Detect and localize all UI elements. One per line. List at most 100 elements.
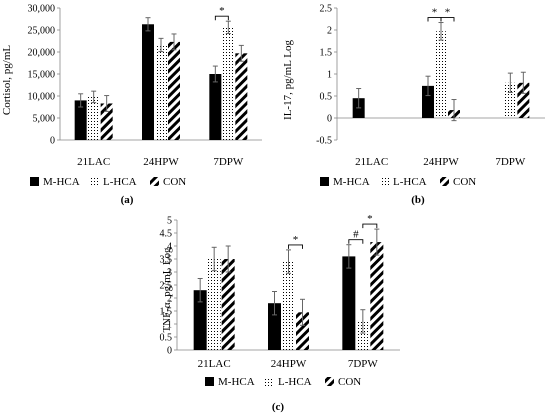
x-tick-label: 7DPW	[213, 156, 244, 168]
y-tick-label: 1	[167, 320, 172, 331]
bar-m-hca	[342, 256, 356, 350]
error-bar	[104, 95, 110, 112]
legend-label: L-HCA	[103, 176, 137, 188]
significance-label: *	[367, 213, 373, 225]
error-bar	[238, 44, 244, 62]
legend-label: M-HCA	[333, 176, 370, 188]
y-tick-label: 2	[327, 26, 332, 37]
significance-bracket: *	[440, 7, 455, 22]
error-bar	[145, 17, 151, 32]
bar-con	[100, 103, 113, 140]
panel-label: (b)	[411, 194, 425, 206]
error-bar	[374, 228, 380, 256]
bar-m-hca	[209, 74, 222, 140]
y-axis-label: Cortisol, pg/mL	[1, 45, 13, 116]
y-axis-label: IL-17, pg/mL Log	[282, 40, 294, 120]
bar-l-hca	[155, 44, 167, 140]
legend-swatch	[325, 377, 334, 386]
y-tick-label: 0	[327, 114, 332, 125]
bar-l-hca	[222, 27, 235, 140]
y-tick-label: 2	[167, 294, 172, 305]
y-axis-label: TNF-α, pg/mL Log	[161, 247, 173, 333]
chart-panel-c: TNF-α, pg/mL Log 0 0.5 1 1.5 2 2.5 3 3.5 4 4.5 5 21…	[160, 213, 400, 413]
legend-label: M-HCA	[218, 376, 255, 388]
x-tick-label: 7DPW	[495, 156, 526, 168]
legend-label: L-HCA	[393, 176, 427, 188]
bar-con	[221, 259, 235, 350]
y-tick-label: 2.5	[160, 281, 173, 292]
error-bar	[212, 65, 218, 83]
y-tick-label: 5	[167, 216, 172, 227]
bar-m-hca	[193, 290, 207, 350]
significance-label: *	[293, 234, 299, 246]
legend-item-l-hca: L-HCA	[90, 176, 137, 188]
y-tick-label: 0.5	[320, 92, 333, 103]
significance-bracket: *	[427, 7, 442, 22]
legend-item-con: CON	[150, 176, 186, 188]
error-bar	[360, 309, 366, 334]
error-bar	[171, 33, 177, 51]
legend-swatch	[320, 177, 329, 186]
error-bar	[300, 298, 305, 326]
y-tick-label: 3	[167, 268, 172, 279]
legend-item-l-hca: L-HCA	[265, 376, 312, 388]
bar-l-hca	[356, 321, 370, 350]
chart-panel-a: Cortisol, pg/mL 0 5,000 10,000 15,000 20,000…	[1, 4, 262, 206]
y-tick-label: -0.5	[316, 136, 332, 147]
significance-bracket: *	[288, 234, 303, 249]
legend-item-m-hca: M-HCA	[320, 176, 370, 188]
legend-swatch	[380, 177, 389, 186]
legend-item-con: CON	[440, 176, 476, 188]
error-bar	[225, 20, 231, 35]
y-tick-label: 1	[327, 70, 332, 81]
error-bar	[356, 88, 362, 109]
y-tick-label: 0	[167, 346, 172, 357]
y-tick-label: 25,000	[28, 26, 56, 37]
error-bar	[272, 291, 277, 316]
x-tick-label: 7DPW	[348, 358, 379, 370]
x-tick-label: 24HPW	[271, 358, 307, 370]
x-tick-label: 24HPW	[143, 156, 179, 168]
y-tick-label: 30,000	[28, 4, 56, 15]
y-tick-label: 5,000	[33, 114, 56, 125]
bar-con	[370, 242, 384, 350]
y-tick-label: 0.5	[160, 333, 173, 344]
legend-label: M-HCA	[43, 176, 80, 188]
bar-m-hca	[422, 85, 434, 118]
legend-swatch	[150, 177, 159, 186]
panel-label: (c)	[272, 401, 285, 413]
error-bar	[346, 244, 352, 269]
legend-swatch	[30, 177, 39, 186]
bar-l-hca	[504, 82, 517, 118]
error-bar	[197, 278, 203, 303]
x-tick-label: 21LAC	[355, 156, 388, 168]
legend-swatch	[265, 377, 274, 386]
error-bar	[78, 93, 84, 108]
legend-swatch	[205, 377, 214, 386]
legend-label: CON	[453, 176, 476, 188]
x-tick-label: 24HPW	[423, 156, 459, 168]
y-tick-label: 1.5	[160, 307, 173, 318]
x-tick-label: 21LAC	[77, 156, 110, 168]
error-bar	[520, 71, 526, 94]
error-bar	[451, 99, 457, 122]
legend-label: L-HCA	[278, 376, 312, 388]
legend-item-m-hca: M-HCA	[30, 176, 80, 188]
error-bar	[225, 245, 231, 273]
y-tick-label: 4	[167, 242, 172, 253]
error-bar	[286, 249, 291, 274]
error-bar	[507, 72, 513, 93]
legend-swatch	[440, 177, 449, 186]
bar-m-hca	[268, 303, 281, 350]
y-tick-label: 4.5	[160, 229, 173, 240]
significance-label: *	[432, 7, 438, 19]
bar-m-hca	[142, 24, 154, 141]
significance-label: *	[219, 5, 225, 17]
legend-item-l-hca: L-HCA	[380, 176, 427, 188]
y-tick-label: 0	[50, 136, 55, 147]
y-tick-label: 2.5	[320, 4, 333, 15]
significance-label: *	[445, 7, 451, 19]
significance-bracket: *	[362, 213, 378, 229]
legend-item-m-hca: M-HCA	[205, 376, 255, 388]
